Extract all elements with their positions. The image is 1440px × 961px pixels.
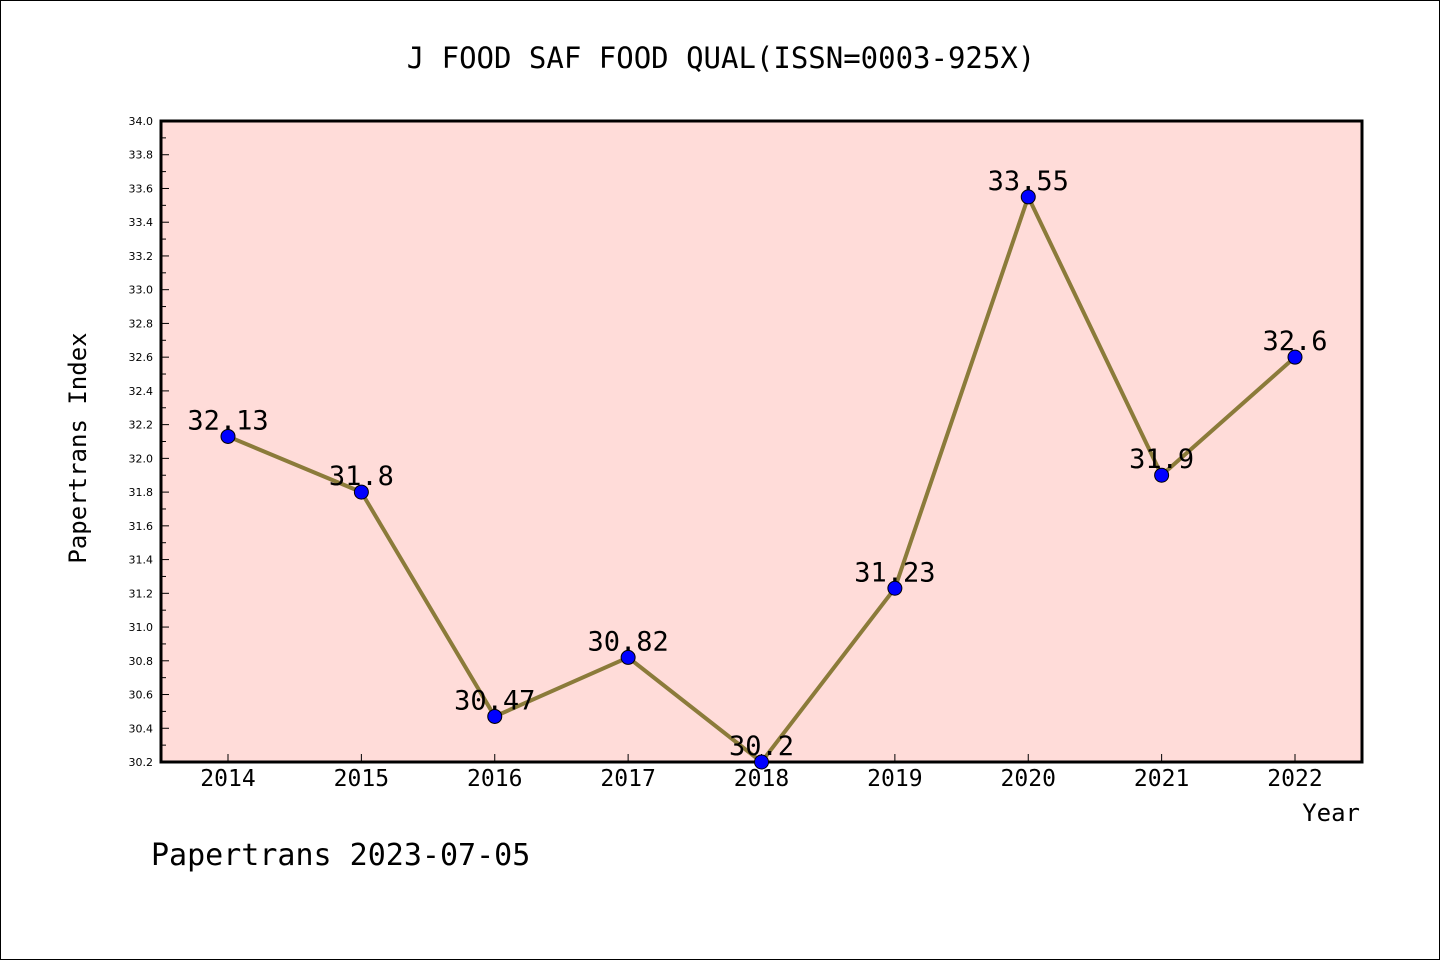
data-labels: 32.13 31.8 30.47 30.82 30.2 31.23 33.55 31.9 32.… [187,166,1327,762]
data-label: 30.47 [454,685,535,716]
data-point [220,428,236,444]
footer-text: Papertrans 2023-07-05 [151,838,530,873]
y-tick-label: 33.0 [129,284,154,297]
y-tick-label: 31.0 [129,621,154,634]
y-tick-label: 33.4 [129,216,154,229]
data-point [620,649,636,665]
data-label: 33.55 [988,166,1069,197]
x-tick-label: 2021 [1134,766,1189,792]
data-point [1287,349,1303,365]
y-axis-label: Papertrans Index [64,332,92,563]
data-label: 32.13 [187,405,268,436]
data-point [754,754,769,770]
y-tick-label: 30.8 [129,655,154,668]
y-tick-label: 30.4 [129,722,154,735]
data-label: 31.8 [329,461,394,492]
data-label: 31.9 [1129,444,1194,475]
y-tick-label: 31.8 [129,486,154,499]
y-axis: 30.2 30.4 30.6 30.8 31.0 31.2 31.4 31.6 31.8 32.0… [129,115,169,769]
y-tick-label: 34.0 [129,115,154,128]
data-label: 30.2 [729,731,794,762]
y-tick-label: 31.2 [129,587,154,600]
x-tick-label: 2018 [734,766,789,792]
data-point [353,484,369,500]
x-tick-label: 2014 [200,766,255,792]
data-point [487,708,503,724]
y-tick-label: 30.2 [129,756,154,769]
x-axis: 2014 2015 2016 2017 2018 2019 2020 2021 2022 [200,754,1323,792]
x-tick-label: 2015 [334,766,389,792]
data-point [887,580,903,596]
x-tick-label: 2017 [600,766,655,792]
data-point [1154,467,1170,483]
data-label: 32.6 [1262,326,1327,357]
y-tick-label: 32.8 [129,317,154,330]
data-label: 31.23 [854,557,935,588]
y-tick-label: 33.6 [129,182,154,195]
x-tick-label: 2022 [1267,766,1322,792]
x-tick-label: 2019 [867,766,922,792]
y-tick-label: 33.8 [129,149,154,162]
y-tick-label: 31.6 [129,520,154,533]
chart-title: J FOOD SAF FOOD QUAL(ISSN=0003-925X) [407,41,1036,75]
data-point [1020,189,1036,205]
x-tick-label: 2016 [467,766,522,792]
plot-area [159,119,1364,764]
y-tick-label: 32.6 [129,351,154,364]
x-axis-label: Year [1302,799,1360,827]
y-tick-label: 32.0 [129,452,154,465]
y-tick-label: 31.4 [129,554,154,567]
x-tick-label: 2020 [1001,766,1056,792]
y-tick-label: 30.6 [129,689,154,702]
data-label: 30.82 [587,626,668,657]
y-tick-label: 32.2 [129,419,154,432]
y-tick-label: 32.4 [129,385,154,398]
series-markers [220,189,1303,770]
y-tick-label: 33.2 [129,250,154,263]
